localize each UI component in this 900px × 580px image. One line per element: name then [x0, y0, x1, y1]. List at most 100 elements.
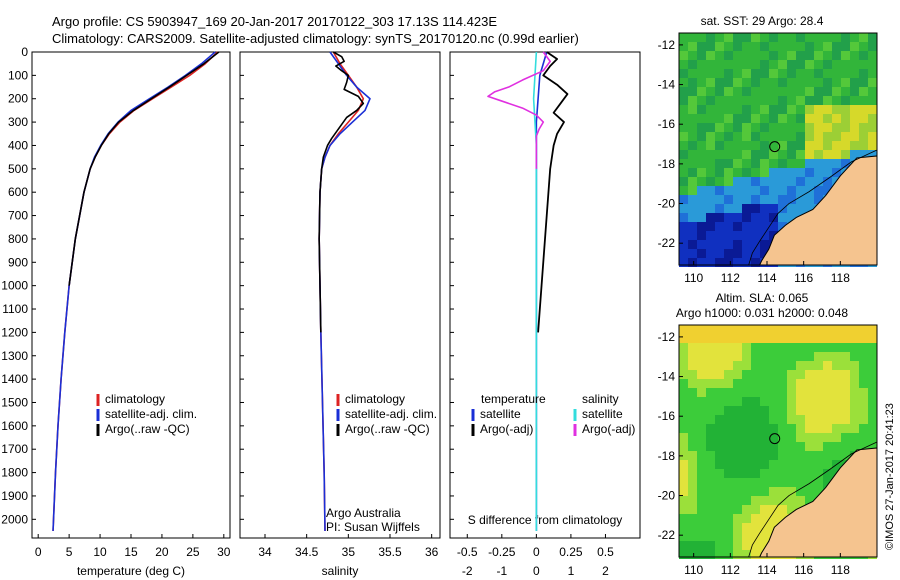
sst-map-cell	[850, 123, 859, 132]
sst-map-cell	[751, 42, 760, 51]
sla-map-cell	[787, 442, 796, 451]
sst-map-cell	[769, 195, 778, 204]
sla-map-cell	[823, 397, 832, 406]
sla-map-cell	[751, 361, 760, 370]
sla-map-cell	[787, 352, 796, 361]
sst-map-cell	[859, 96, 868, 105]
sla-map-cell	[796, 469, 805, 478]
sla-map-cell	[805, 487, 814, 496]
sla-map-cell	[823, 388, 832, 397]
sla-map-cell	[733, 424, 742, 433]
sla-map-cell	[697, 334, 706, 343]
sst-map-cell	[805, 123, 814, 132]
sla-map-cell	[778, 433, 787, 442]
sla-map-cell	[787, 397, 796, 406]
sla-map-cell	[742, 505, 751, 514]
sla-map-cell	[679, 343, 688, 352]
sst-map-cell	[742, 105, 751, 114]
sla-map-cell	[760, 514, 769, 523]
sst-map-cell	[742, 69, 751, 78]
sla-map-cell	[769, 487, 778, 496]
sst-map-cell	[814, 33, 823, 42]
sst-map-cell	[859, 114, 868, 123]
sla-map-cell	[769, 460, 778, 469]
sla-map-cell	[823, 460, 832, 469]
sla-map-cell	[778, 388, 787, 397]
sst-map-cell	[724, 87, 733, 96]
sla-map-cell	[841, 361, 850, 370]
sla-map-cell	[859, 433, 868, 442]
sla-map-cell	[841, 352, 850, 361]
sst-map-cell	[688, 132, 697, 141]
sla-map-cell	[778, 478, 787, 487]
sla-map-cell	[706, 415, 715, 424]
sst-map-cell	[724, 105, 733, 114]
sla-map-cell	[751, 478, 760, 487]
sla-map-cell	[706, 469, 715, 478]
sst-map-cell	[760, 204, 769, 213]
sst-map-cell	[679, 258, 688, 267]
sla-map-cell	[724, 433, 733, 442]
sst-lat-tick-label: -12	[658, 38, 676, 52]
sst-map-cell	[679, 33, 688, 42]
sla-contour	[748, 441, 878, 558]
sla-map-cell	[751, 496, 760, 505]
sla-map-cell	[778, 442, 787, 451]
sst-map-cell	[805, 141, 814, 150]
sst-map-cell	[724, 186, 733, 195]
sla-map-cell	[859, 370, 868, 379]
sst-map-cell	[706, 51, 715, 60]
sla-map-cell	[715, 325, 724, 334]
sla-map-cell	[787, 415, 796, 424]
sla-map-cell	[733, 352, 742, 361]
sst-map-cell	[742, 231, 751, 240]
x-tick-label: 30	[217, 545, 231, 559]
sla-map-cell	[859, 343, 868, 352]
sst-map-cell	[697, 204, 706, 213]
sst-lon-tick-label: 114	[757, 271, 776, 285]
sst-map-cell	[814, 69, 823, 78]
sla-map-cell	[751, 343, 760, 352]
sst-map-cell	[832, 51, 841, 60]
imos-timestamp: ©IMOS 27-Jan-2017 20:41:23	[884, 403, 896, 550]
sla-map-cell	[823, 343, 832, 352]
sst-map-cell	[787, 60, 796, 69]
sla-map-cell	[814, 451, 823, 460]
temperature-legend-label: climatology	[105, 392, 165, 406]
sst-map-cell	[751, 105, 760, 114]
sla-map-cell	[850, 424, 859, 433]
sst-map-cell	[715, 150, 724, 159]
sla-map-cell	[814, 379, 823, 388]
sst-map-cell	[688, 42, 697, 51]
sla-lon-tick-label: 110	[684, 563, 703, 577]
sst-map-cell	[859, 150, 868, 159]
sla-map-cell	[742, 361, 751, 370]
sla-map-cell	[769, 442, 778, 451]
sst-map-cell	[814, 150, 823, 159]
sst-map-cell	[850, 87, 859, 96]
sst-map-cell	[751, 78, 760, 87]
sla-map-cell	[706, 541, 715, 550]
sla-map-cell	[751, 532, 760, 541]
sla-map-cell	[778, 334, 787, 343]
sla-map-cell	[805, 334, 814, 343]
sst-map-cell	[706, 141, 715, 150]
sla-map-cell	[841, 442, 850, 451]
temperature-axis-label: temperature (deg C)	[77, 564, 185, 578]
sla-map-cell	[697, 469, 706, 478]
sst-map-cell	[715, 159, 724, 168]
sla-map-cell	[733, 460, 742, 469]
x-tick-label: 25	[186, 545, 200, 559]
sst-map-cell	[868, 96, 877, 105]
sst-map-cell	[760, 213, 769, 222]
sla-map-cell	[724, 478, 733, 487]
sla-map-cell	[679, 532, 688, 541]
sst-map-cell	[760, 132, 769, 141]
sla-map-cell	[751, 442, 760, 451]
difference-panel-frame	[449, 51, 641, 539]
sst-map-cell	[724, 177, 733, 186]
sla-map-cell	[733, 370, 742, 379]
y-tick-label: 0	[21, 45, 28, 59]
sst-map-cell	[688, 249, 697, 258]
sla-map-cell	[805, 451, 814, 460]
